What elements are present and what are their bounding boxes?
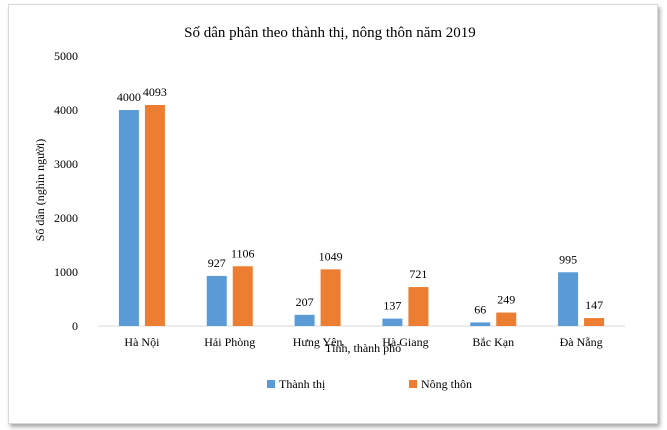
x-tick-label: Hải Phòng [204,335,255,349]
data-label: 4000 [117,90,141,104]
bar-thanh-thi [558,272,579,326]
x-tick-label: Hưng Yên [293,335,343,349]
data-label: 927 [208,256,226,270]
x-axis-label: Tỉnh, thành phố [325,341,401,355]
y-tick-label: 0 [72,319,78,333]
data-label: 137 [383,299,401,313]
legend-swatch [267,380,275,388]
data-label: 147 [585,298,603,312]
bar-thanh-thi [382,318,403,326]
x-tick-label: Bắc Kạn [472,335,514,349]
bar-thanh-thi [470,322,491,326]
x-tick-label: Hà Giang [382,335,428,349]
data-label: 4093 [143,85,167,99]
bar-nong-thon [232,266,253,326]
y-axis-label: Số dân (nghìn người) [33,139,47,242]
y-tick-label: 2000 [54,211,78,225]
bars-group: 4000 4093 927 1106 207 1049 137 721 66 249 995 147 [117,85,605,326]
data-label: 1049 [319,249,343,263]
data-label: 207 [296,295,314,309]
bar-thanh-thi [118,110,139,326]
y-tick-label: 5000 [54,49,78,63]
bar-nong-thon [584,318,605,326]
legend: Thành thị Nông thôn [267,377,472,391]
legend-label: Thành thị [279,377,326,391]
bar-thanh-thi [294,314,315,326]
bar-nong-thon [320,269,341,326]
chart-title: Số dân phân theo thành thị, nông thôn nă… [184,25,476,41]
legend-swatch [409,380,417,388]
data-label: 995 [559,252,577,266]
data-label: 66 [474,302,486,316]
data-label: 1106 [231,246,255,260]
chart-frame [8,4,658,424]
bar-nong-thon [144,104,165,326]
x-tick-label: Đà Nẵng [560,335,603,349]
bar-nong-thon [496,312,517,326]
y-axis-ticks: 0 1000 2000 3000 4000 5000 [54,49,78,333]
data-label: 249 [497,293,515,307]
bar-thanh-thi [206,275,227,326]
x-axis-ticks: Hà Nội Hải Phòng Hưng Yên Hà Giang Bắc Kạn Đà… [124,335,602,349]
y-tick-label: 1000 [54,265,78,279]
x-tick-label: Hà Nội [124,335,160,349]
bar-nong-thon [408,287,429,326]
y-tick-label: 3000 [54,157,78,171]
legend-label: Nông thôn [421,377,472,391]
y-tick-label: 4000 [54,103,78,117]
data-label: 721 [409,267,427,281]
